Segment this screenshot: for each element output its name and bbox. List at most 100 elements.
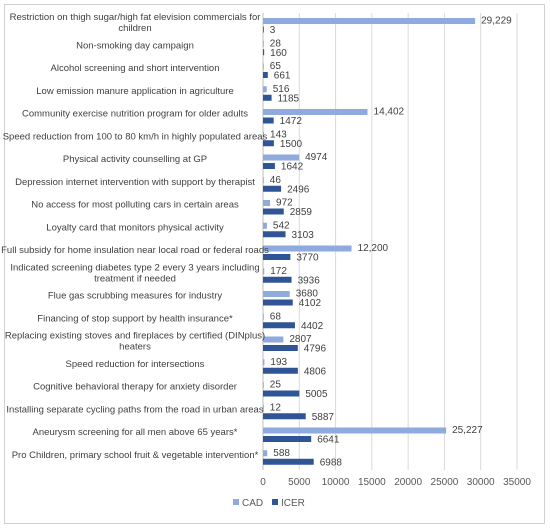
data-label-icer: 661 bbox=[274, 71, 291, 82]
category-label: Aneurysm screening for all men above 65 … bbox=[33, 427, 238, 438]
data-label-icer: 3103 bbox=[292, 230, 315, 241]
bar-icer bbox=[263, 458, 314, 465]
category-label: Indicated screening diabetes type 2 ever… bbox=[10, 262, 259, 284]
bar-icer bbox=[263, 72, 268, 78]
bar-icer bbox=[263, 390, 300, 397]
data-label-icer: 5005 bbox=[305, 389, 328, 400]
data-label-cad: 193 bbox=[270, 357, 287, 368]
bar-icer bbox=[263, 49, 265, 56]
x-tick-label: 30000 bbox=[467, 477, 495, 488]
bar-cad bbox=[263, 18, 476, 24]
data-label-icer: 6641 bbox=[317, 435, 340, 446]
bar-cad bbox=[263, 131, 265, 138]
bar-icer bbox=[263, 322, 295, 329]
data-label-cad: 29,229 bbox=[481, 16, 512, 27]
bar-icer bbox=[263, 367, 298, 374]
bar-cad bbox=[263, 40, 264, 47]
data-label-icer: 4806 bbox=[304, 366, 327, 377]
bar-icer bbox=[263, 185, 282, 192]
data-label-cad: 14,402 bbox=[374, 107, 405, 118]
x-tick-label: 15000 bbox=[358, 477, 386, 488]
bar-icer bbox=[263, 26, 264, 33]
bar-icer bbox=[263, 140, 274, 147]
data-label-icer: 3770 bbox=[296, 253, 319, 264]
bar-icer bbox=[263, 231, 286, 238]
bar-cad bbox=[263, 222, 267, 229]
category-label: Alcohol screening and short intervention bbox=[51, 63, 220, 74]
bar-icer bbox=[263, 163, 275, 169]
data-label-cad: 28 bbox=[270, 38, 282, 49]
category-label: Cognitive behavioral therapy for anxiety… bbox=[33, 382, 237, 393]
category-label: No access for most polluting cars in cer… bbox=[31, 200, 239, 211]
bar-icer bbox=[263, 413, 306, 420]
x-tick-label: 25000 bbox=[431, 477, 459, 488]
data-label-cad: 68 bbox=[270, 311, 282, 322]
category-label: Physical activity counselling at GP bbox=[63, 154, 207, 165]
data-label-icer: 5887 bbox=[312, 412, 335, 423]
data-label-cad: 143 bbox=[270, 129, 287, 140]
data-label-cad: 25,227 bbox=[452, 425, 483, 436]
category-label: Restriction on thigh sugar/high fat elev… bbox=[10, 12, 261, 34]
data-label-icer: 4402 bbox=[301, 321, 324, 332]
data-label-icer: 1472 bbox=[280, 116, 303, 127]
data-label-icer: 1642 bbox=[281, 162, 304, 173]
category-label: Financing of stop support by health insu… bbox=[37, 313, 233, 324]
data-label-icer: 4796 bbox=[304, 344, 327, 355]
chart-frame bbox=[4, 4, 545, 524]
category-label: Depression internet intervention with su… bbox=[15, 177, 255, 188]
category-label: Installing separate cycling paths from t… bbox=[6, 404, 263, 415]
data-label-cad: 12,200 bbox=[358, 243, 389, 254]
data-label-cad: 25 bbox=[270, 380, 282, 391]
data-label-icer: 4102 bbox=[299, 298, 322, 309]
bar-cad bbox=[263, 86, 267, 93]
bar-cad bbox=[263, 154, 300, 161]
data-label-cad: 65 bbox=[270, 61, 282, 72]
bar-cad bbox=[263, 268, 265, 275]
data-label-cad: 4974 bbox=[305, 152, 328, 163]
data-label-cad: 972 bbox=[276, 198, 293, 209]
category-label: Non-smoking day campaign bbox=[76, 40, 194, 51]
category-label: Pro Children, primary school fruit & veg… bbox=[12, 450, 259, 461]
bar-cad bbox=[263, 427, 447, 434]
bar-cad bbox=[263, 336, 284, 343]
data-label-icer: 160 bbox=[270, 48, 287, 59]
data-label-icer: 6988 bbox=[320, 457, 343, 468]
data-label-icer: 3936 bbox=[298, 275, 321, 286]
bar-icer bbox=[263, 94, 272, 101]
data-label-icer: 3 bbox=[270, 25, 276, 36]
x-tick-label: 35000 bbox=[503, 477, 531, 488]
data-label-icer: 1500 bbox=[280, 139, 303, 150]
bar-icer bbox=[263, 117, 274, 124]
data-label-cad: 3680 bbox=[296, 289, 319, 300]
category-label: Flue gas scrubbing measures for industry bbox=[48, 291, 222, 302]
category-label: Full subsidy for home insulation near lo… bbox=[1, 245, 269, 256]
bar-icer bbox=[263, 208, 284, 215]
category-label: Speed reduction from 100 to 80 km/h in h… bbox=[3, 131, 268, 142]
category-labels: Restriction on thigh sugar/high fat elev… bbox=[1, 12, 269, 461]
data-label-icer: 2496 bbox=[287, 184, 310, 195]
data-label-cad: 2807 bbox=[289, 334, 312, 345]
bar-cad bbox=[263, 313, 264, 320]
x-axis-ticks: 0 5000 10000 15000 20000 25000 30000 35000 bbox=[260, 477, 531, 488]
bar-icer bbox=[263, 299, 293, 306]
x-tick-label: 10000 bbox=[322, 477, 350, 488]
legend-label: CAD bbox=[242, 498, 263, 509]
bar-cad bbox=[263, 109, 368, 115]
bar-icer bbox=[263, 436, 312, 442]
grid-lines bbox=[262, 13, 518, 470]
data-label-cad: 542 bbox=[273, 220, 290, 231]
data-label-cad: 588 bbox=[273, 448, 290, 459]
category-label: Loyalty card that monitors physical acti… bbox=[46, 222, 224, 233]
data-label-cad: 172 bbox=[270, 266, 287, 277]
bar-icer bbox=[263, 254, 291, 260]
x-tick-label: 20000 bbox=[394, 477, 422, 488]
category-label: Speed reduction for intersections bbox=[66, 359, 205, 370]
category-label: Low emission manure application in agric… bbox=[36, 86, 234, 97]
legend: CAD ICER bbox=[233, 498, 305, 509]
bar-cad bbox=[263, 200, 271, 206]
bar-icer bbox=[263, 345, 298, 351]
bar-cad bbox=[263, 245, 352, 252]
bar-cad bbox=[263, 63, 264, 70]
